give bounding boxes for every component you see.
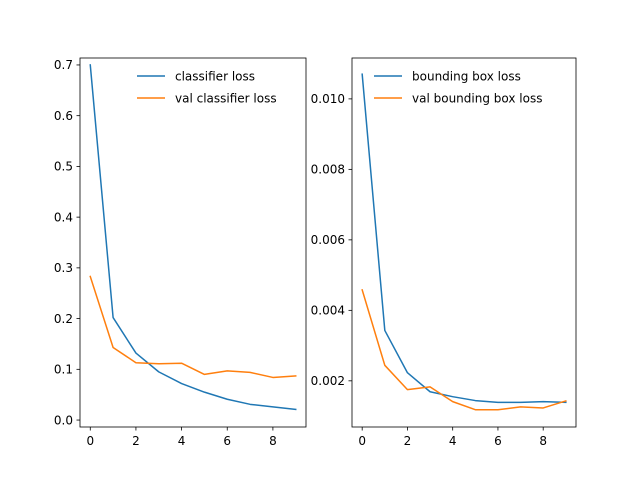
y-tick-label: 0.3 (54, 261, 73, 275)
x-tick-label: 2 (404, 434, 412, 448)
y-tick-label: 0.6 (54, 109, 73, 123)
x-tick-label: 4 (449, 434, 457, 448)
y-tick-label: 0.002 (311, 374, 345, 388)
x-tick-label: 6 (494, 434, 502, 448)
y-tick-label: 0.006 (311, 233, 345, 247)
y-tick-label: 0.008 (311, 163, 345, 177)
y-tick-label: 0.0 (54, 413, 73, 427)
series-line-val-classifier-loss (89, 275, 297, 379)
y-tick-label: 0.010 (311, 92, 345, 106)
x-tick-label: 8 (539, 434, 547, 448)
y-tick-label: 0.2 (54, 312, 73, 326)
x-tick-label: 0 (358, 434, 366, 448)
x-tick-label: 4 (178, 434, 186, 448)
legend-label: val bounding box loss (412, 91, 542, 105)
y-tick-label: 0.004 (311, 304, 345, 318)
y-tick-label: 0.7 (54, 58, 73, 72)
bounding-box-loss-panel: 0 2 4 6 8 0.002 0.004 0.006 0.008 0.010 bounding b… (311, 57, 577, 448)
series-line-bounding-box-loss (361, 73, 567, 404)
y-tick-label: 0.4 (54, 210, 73, 224)
legend: classifier loss val classifier loss (137, 69, 277, 105)
legend: bounding box loss val bounding box loss (374, 69, 542, 105)
y-tick-label: 0.5 (54, 160, 73, 174)
x-tick-label: 2 (132, 434, 140, 448)
legend-label: classifier loss (175, 69, 255, 83)
x-tick-label: 0 (86, 434, 94, 448)
axes-frame (79, 57, 307, 428)
x-tick-label: 6 (223, 434, 231, 448)
series-line-classifier-loss (89, 64, 297, 411)
axes-frame (351, 57, 577, 428)
series-line-val-bounding-box-loss (361, 288, 567, 411)
classifier-loss-panel: 0 2 4 6 8 0.0 0.1 0.2 0.3 0.4 0.5 0.6 0.7 classifier … (54, 57, 307, 448)
x-tick-label: 8 (269, 434, 277, 448)
legend-label: bounding box loss (412, 69, 521, 83)
legend-label: val classifier loss (175, 91, 277, 105)
y-tick-label: 0.1 (54, 363, 73, 377)
